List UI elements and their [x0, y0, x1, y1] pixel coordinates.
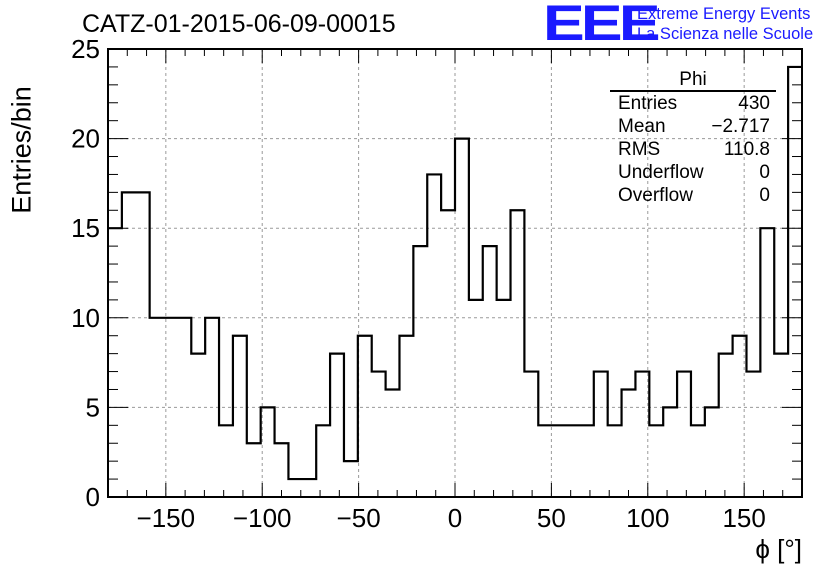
y-tick-label: 20: [71, 124, 100, 154]
stats-row-overflow: Overflow 0: [610, 184, 776, 207]
stats-label: Mean: [618, 116, 666, 137]
stats-label: Entries: [618, 93, 678, 114]
eee-tagline-1: Extreme Energy Events: [637, 5, 811, 23]
stats-value: 430: [738, 93, 770, 114]
x-tick-label: −50: [337, 503, 381, 533]
stats-row-underflow: Underflow 0: [610, 161, 776, 184]
stats-box: Phi Entries 430 Mean −2.717 RMS 110.8 Un…: [610, 70, 776, 207]
tick-labels: −150 −100 −50 0 50 100 150 0 5 10 15 20 25: [71, 34, 766, 533]
grid-lines: [108, 49, 802, 497]
eee-tagline-2: La Scienza nelle Scuole: [637, 25, 814, 43]
x-tick-label: 150: [722, 503, 765, 533]
stats-value: −2.717: [711, 116, 770, 137]
y-axis-label: Entries/bin: [6, 86, 37, 214]
x-axis-label: ϕ [°]: [755, 534, 802, 564]
stats-value: 0: [759, 185, 770, 206]
y-tick-label: 0: [86, 482, 100, 512]
stats-row-mean: Mean −2.717: [610, 115, 776, 138]
stats-row-entries: Entries 430: [610, 92, 776, 115]
x-tick-label: 50: [537, 503, 566, 533]
stats-label: Underflow: [618, 162, 704, 183]
axis-ticks: [107, 48, 803, 498]
histogram-line: [108, 65, 802, 481]
stats-label: RMS: [618, 139, 661, 160]
x-tick-label: 100: [626, 503, 669, 533]
stats-value: 110.8: [723, 139, 770, 160]
stats-label: Overflow: [618, 185, 693, 206]
x-tick-label: −100: [233, 503, 292, 533]
y-tick-label: 10: [71, 303, 100, 333]
stats-value: 0: [759, 162, 770, 183]
stats-row-rms: RMS 110.8: [610, 138, 776, 161]
x-tick-label: −150: [137, 503, 196, 533]
y-tick-label: 15: [71, 213, 100, 243]
run-title: CATZ-01-2015-06-09-00015: [82, 10, 396, 38]
x-tick-label: 0: [448, 503, 462, 533]
eee-logo: EEE: [543, 0, 661, 51]
stats-title: Phi: [610, 70, 776, 92]
y-axis-label-wrap: Entries/bin: [2, 86, 42, 214]
y-tick-label: 25: [71, 34, 100, 64]
y-tick-label: 5: [86, 392, 100, 422]
